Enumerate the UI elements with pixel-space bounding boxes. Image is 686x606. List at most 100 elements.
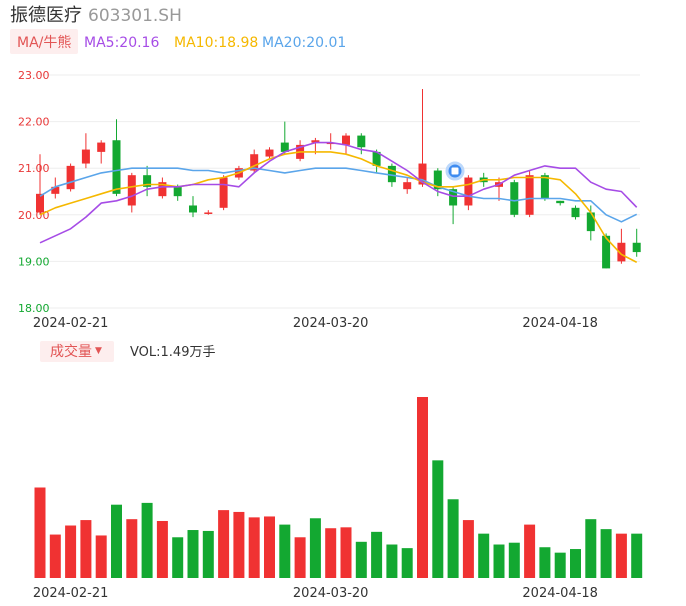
volume-bar <box>417 397 428 578</box>
volume-bar <box>447 499 459 578</box>
candle-body <box>449 189 458 206</box>
ma20-line <box>39 167 638 223</box>
candle-body <box>97 142 106 152</box>
volume-bar <box>233 511 245 578</box>
candle-body <box>66 165 75 190</box>
volume-bar <box>218 510 230 578</box>
volume-bar <box>141 502 153 578</box>
candle-body <box>143 175 152 187</box>
candle-body <box>265 149 274 157</box>
chevron-down-icon: ▼ <box>95 346 102 356</box>
volume-bar <box>279 524 291 578</box>
indicator-selector-bg <box>10 29 78 54</box>
candle-body <box>81 149 90 164</box>
candle-body <box>556 200 565 204</box>
candle-body <box>357 135 366 148</box>
candle-body <box>219 177 228 208</box>
candle-body <box>250 154 259 171</box>
x-tick-label: 2024-02-21 <box>33 316 109 331</box>
candle-body <box>464 177 473 206</box>
candle-body <box>51 186 60 194</box>
candle-body <box>540 175 549 199</box>
volume-bar <box>111 504 122 578</box>
volume-series <box>34 397 643 578</box>
candle-body <box>602 235 611 269</box>
candle-body <box>571 207 580 218</box>
volume-bar <box>600 529 612 578</box>
x-tick-label: 2024-02-21 <box>33 586 109 601</box>
candle-body <box>112 140 121 194</box>
volume-bar <box>585 519 597 578</box>
stock-code: 603301.SH <box>88 6 182 26</box>
candle-body <box>433 170 442 190</box>
y-tick-label: 21.00 <box>18 162 50 175</box>
volume-bar <box>401 548 413 578</box>
volume-bar <box>615 533 627 578</box>
volume-bar <box>126 519 138 578</box>
x-tick-label: 2024-04-18 <box>522 316 598 331</box>
volume-bar <box>508 542 520 578</box>
candle-body <box>204 212 213 214</box>
volume-bar <box>34 487 46 578</box>
volume-bar <box>478 533 490 578</box>
price-axis-labels: 23.00 22.00 21.00 20.00 19.00 18.00 <box>18 69 50 315</box>
ma5-legend: MA5:20.16 <box>84 35 159 51</box>
volume-date-axis: 2024-02-21 2024-03-20 2024-04-18 <box>33 586 598 601</box>
volume-bar <box>95 535 107 578</box>
stock-name: 振德医疗 <box>10 5 82 26</box>
candle-body <box>127 175 136 206</box>
candle-body <box>342 135 350 145</box>
candle-body <box>189 205 197 213</box>
volume-bar <box>156 520 168 578</box>
volume-selector-label: 成交量 <box>50 343 92 360</box>
candle-body <box>525 175 534 215</box>
volume-bar <box>309 518 321 578</box>
volume-bar <box>554 552 566 578</box>
candle-body <box>586 212 595 232</box>
indicator-selector[interactable]: MA/牛熊 <box>10 29 78 54</box>
candle-body <box>280 142 289 152</box>
candle-body <box>311 140 320 143</box>
y-tick-label: 23.00 <box>18 69 50 82</box>
candlestick-series <box>36 88 641 269</box>
volume-bar <box>187 530 199 578</box>
volume-bar <box>202 530 214 578</box>
volume-bar <box>264 516 275 578</box>
volume-bar <box>325 528 337 578</box>
candle-body <box>158 182 167 197</box>
volume-bar <box>340 527 352 578</box>
volume-bar <box>462 520 474 578</box>
volume-bar <box>432 460 444 578</box>
volume-bar <box>80 520 92 578</box>
candle-body <box>418 163 427 185</box>
volume-bar <box>493 544 505 578</box>
candle-body <box>36 193 44 213</box>
x-tick-label: 2024-03-20 <box>293 586 369 601</box>
candle-body <box>372 151 381 166</box>
y-tick-label: 22.00 <box>18 116 50 129</box>
ma20-legend: MA20:20.01 <box>262 35 346 51</box>
x-tick-label: 2024-04-18 <box>522 586 598 601</box>
ma10-legend: MA10:18.98 <box>174 35 258 51</box>
volume-bar <box>248 517 260 578</box>
volume-bar <box>524 524 536 578</box>
volume-bar <box>49 534 61 578</box>
volume-bar <box>539 547 551 578</box>
volume-bar <box>172 537 184 578</box>
y-tick-label: 19.00 <box>18 255 50 268</box>
volume-bar <box>631 533 643 578</box>
candle-body <box>632 242 641 253</box>
volume-bar <box>371 531 383 578</box>
candle-body <box>510 182 519 215</box>
x-tick-label: 2024-03-20 <box>293 316 369 331</box>
volume-bar <box>65 525 77 578</box>
volume-bar <box>386 544 398 578</box>
volume-value: VOL:1.49万手 <box>130 345 215 360</box>
candle-body <box>387 165 396 183</box>
candle-body <box>403 182 412 190</box>
event-marker-icon[interactable] <box>445 161 465 181</box>
y-tick-label: 20.00 <box>18 209 50 222</box>
y-tick-label: 18.00 <box>18 302 50 315</box>
candle-body <box>173 186 182 197</box>
volume-selector[interactable]: 成交量 ▼ <box>40 341 114 362</box>
